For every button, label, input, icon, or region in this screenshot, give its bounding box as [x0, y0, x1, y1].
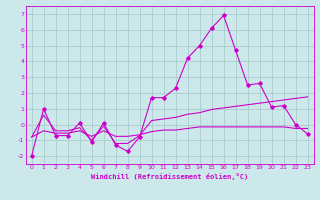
X-axis label: Windchill (Refroidissement éolien,°C): Windchill (Refroidissement éolien,°C) — [91, 173, 248, 180]
